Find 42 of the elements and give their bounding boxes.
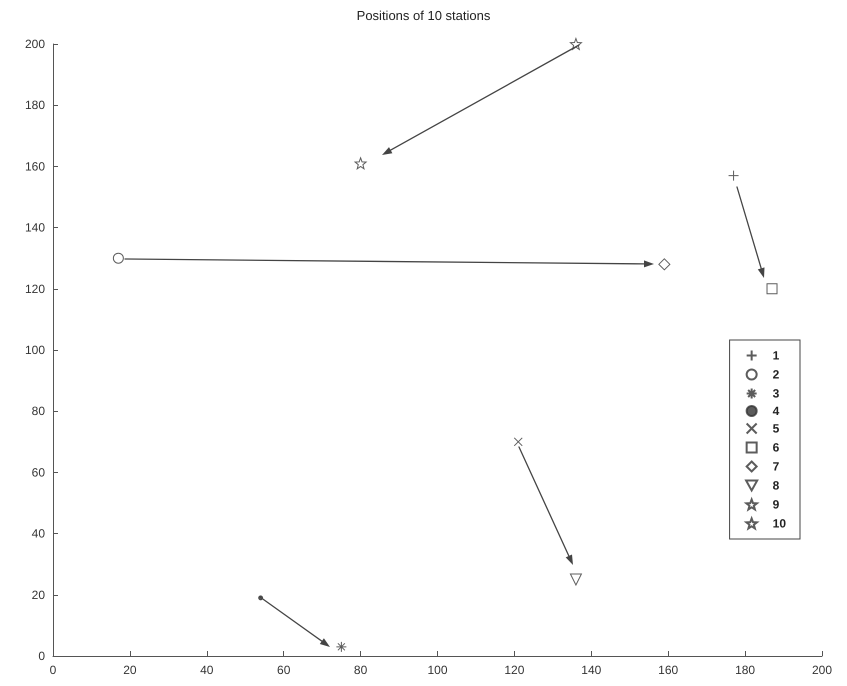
point xyxy=(336,641,347,652)
y-tick-label: 0 xyxy=(38,649,46,663)
x-tick-label: 0 xyxy=(50,663,57,677)
legend-label: 2 xyxy=(772,368,780,382)
x-tick-label: 40 xyxy=(200,663,214,677)
legend-label: 10 xyxy=(772,516,786,530)
point xyxy=(112,252,124,264)
y-tick-label: 60 xyxy=(32,465,46,480)
point xyxy=(570,38,582,50)
legend-label: 5 xyxy=(772,422,780,436)
legend-label: 1 xyxy=(772,348,780,362)
chart-title: Positions of 10 stations xyxy=(356,8,491,23)
y-tick-label: 100 xyxy=(24,343,46,357)
legend-label: 9 xyxy=(772,498,780,512)
x-tick-label: 60 xyxy=(277,663,291,677)
y-tick-label: 40 xyxy=(32,526,46,541)
point xyxy=(514,437,523,446)
legend-label: 8 xyxy=(772,478,780,492)
point xyxy=(766,283,778,294)
x-tick-label: 120 xyxy=(504,663,525,677)
x-tick-label: 160 xyxy=(658,663,679,677)
y-tick-label: 160 xyxy=(24,159,46,174)
y-tick-label: 20 xyxy=(32,588,46,602)
x-tick-label: 100 xyxy=(427,663,448,677)
point xyxy=(570,574,582,586)
y-tick-label: 80 xyxy=(32,404,46,418)
x-tick-label: 80 xyxy=(354,663,368,677)
y-tick-label: 120 xyxy=(24,282,46,296)
x-tick-label: 20 xyxy=(123,663,137,677)
y-tick-label: 140 xyxy=(24,220,46,235)
point xyxy=(354,157,367,170)
point xyxy=(658,258,670,270)
legend-label: 4 xyxy=(772,404,780,418)
x-tick-label: 200 xyxy=(812,663,832,677)
point xyxy=(728,170,740,182)
y-tick-label: 180 xyxy=(24,98,46,112)
x-tick-label: 180 xyxy=(735,663,756,677)
x-tick-label: 140 xyxy=(581,663,602,677)
legend-label: 3 xyxy=(772,386,780,400)
legend-label: 6 xyxy=(772,440,780,454)
y-tick-label: 200 xyxy=(24,37,46,51)
legend-label: 7 xyxy=(772,460,780,474)
